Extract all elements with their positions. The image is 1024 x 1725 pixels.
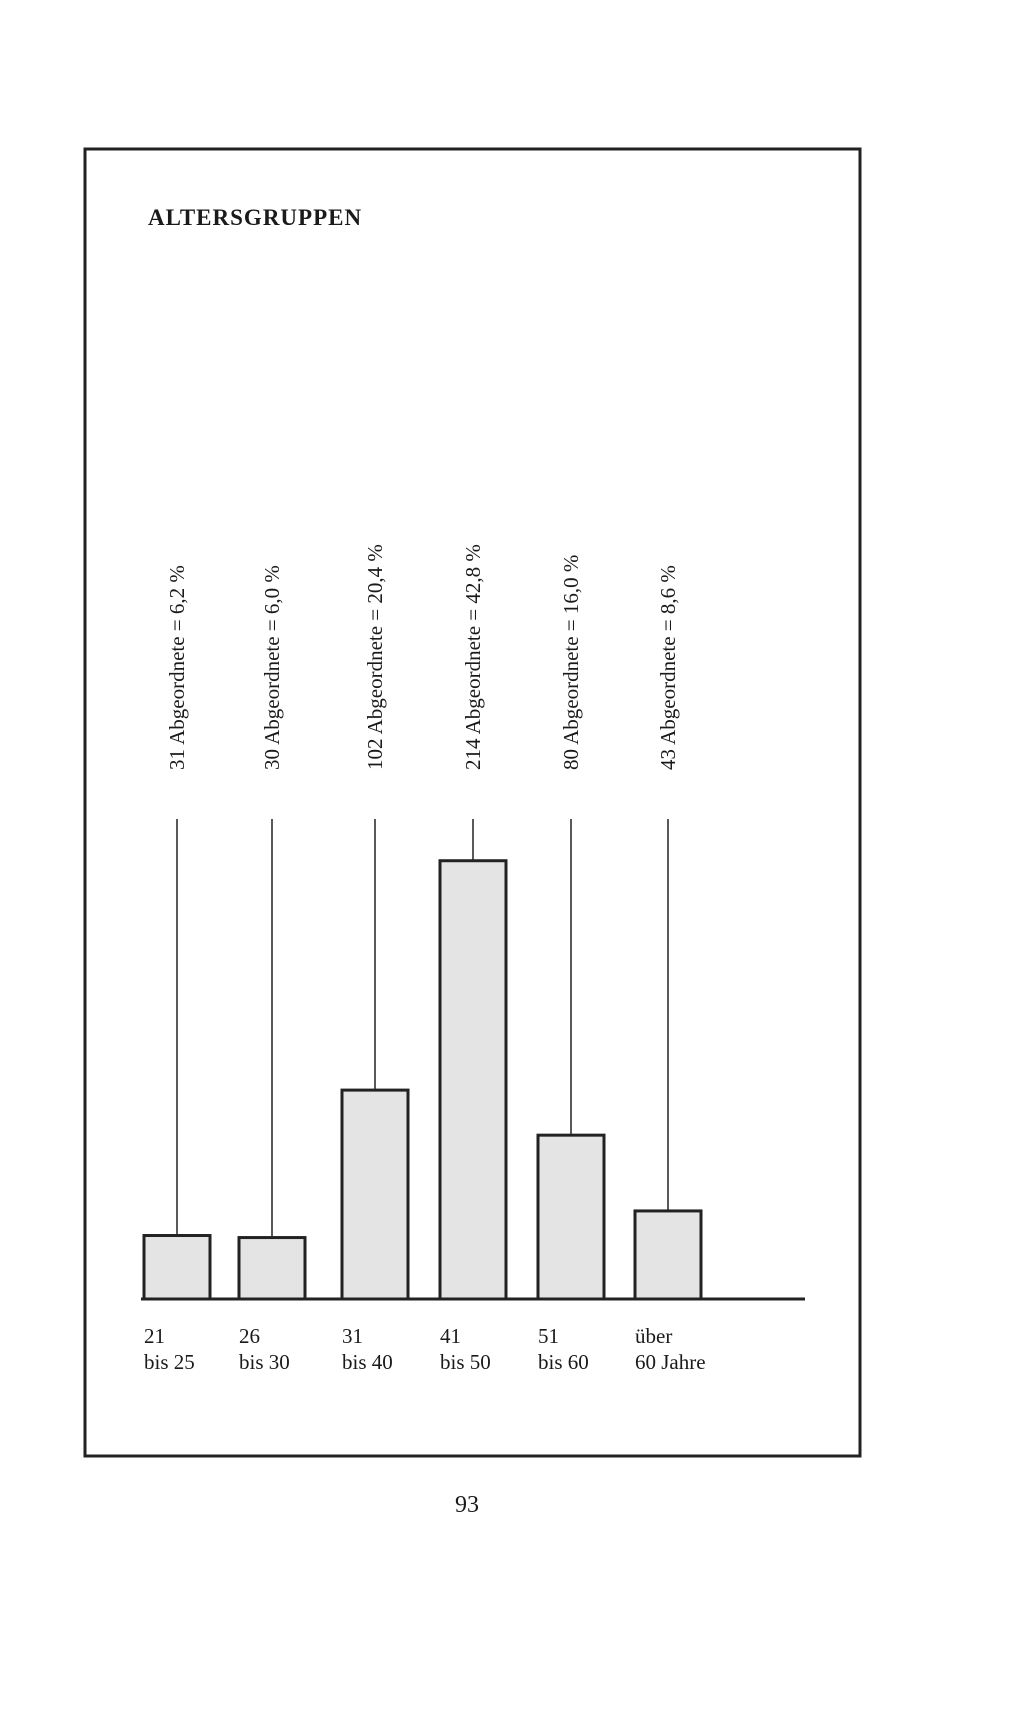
x-tick-label: 26 — [239, 1324, 260, 1348]
bar — [438, 859, 508, 1301]
page-number: 93 — [455, 1492, 479, 1518]
chart-title: ALTERSGRUPPEN — [148, 205, 362, 230]
value-label: 80 Abgeordnete = 16,0 % — [559, 555, 583, 770]
x-tick-label: bis 30 — [239, 1350, 290, 1374]
x-tick-label: 31 — [342, 1324, 363, 1348]
x-tick-label: 60 Jahre — [635, 1350, 706, 1374]
x-tick-label: bis 60 — [538, 1350, 589, 1374]
bar — [237, 1236, 307, 1301]
value-label: 102 Abgeordnete = 20,4 % — [363, 544, 387, 770]
bar — [536, 1133, 606, 1301]
value-label: 31 Abgeordnete = 6,2 % — [165, 565, 189, 770]
x-tick-label: über — [635, 1324, 672, 1348]
x-tick-label: bis 25 — [144, 1350, 195, 1374]
bar — [142, 1234, 212, 1301]
value-label: 214 Abgeordnete = 42,8 % — [461, 544, 485, 770]
bar — [340, 1088, 410, 1301]
x-tick-label: 21 — [144, 1324, 165, 1348]
x-tick-label: bis 40 — [342, 1350, 393, 1374]
frame — [83, 147, 862, 1458]
x-tick-label: bis 50 — [440, 1350, 491, 1374]
value-label: 30 Abgeordnete = 6,0 % — [260, 565, 284, 770]
x-tick-label: 41 — [440, 1324, 461, 1348]
x-tick-label: 51 — [538, 1324, 559, 1348]
value-label: 43 Abgeordnete = 8,6 % — [656, 565, 680, 770]
bar — [633, 1209, 703, 1301]
